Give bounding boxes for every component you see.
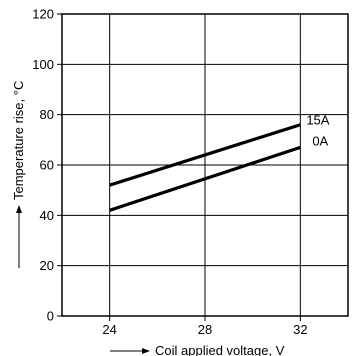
y-tick-label-120: 120: [32, 7, 54, 22]
series-line-0A: [109, 145, 301, 212]
grid: [62, 14, 348, 316]
series-line-15A: [109, 123, 301, 187]
y-tick-label-20: 20: [40, 258, 54, 273]
y-tick-label-60: 60: [40, 158, 54, 173]
y-tick-label-80: 80: [40, 107, 54, 122]
x-axis-arrowhead: [142, 348, 150, 354]
x-tick-label-32: 32: [293, 322, 307, 337]
y-tick-label-100: 100: [32, 57, 54, 72]
y-tick-label-0: 0: [47, 309, 54, 324]
x-tick-label-28: 28: [198, 322, 212, 337]
y-axis-title-group: Temperature rise, °C: [11, 81, 26, 268]
series-label-0A: 0A: [312, 133, 328, 148]
tick-labels: 0 20 40 60 80 100 120 24 28 32: [32, 7, 307, 338]
x-axis-title: Coil applied voltage, V: [155, 343, 285, 356]
x-axis-title-group: Coil applied voltage, V: [110, 343, 285, 356]
y-axis-title: Temperature rise, °C: [11, 81, 26, 200]
x-tick-label-24: 24: [102, 322, 116, 337]
y-tick-label-40: 40: [40, 208, 54, 223]
series-lines: [109, 123, 301, 212]
y-axis-arrowhead: [16, 205, 22, 213]
series-label-15A: 15A: [306, 113, 329, 128]
